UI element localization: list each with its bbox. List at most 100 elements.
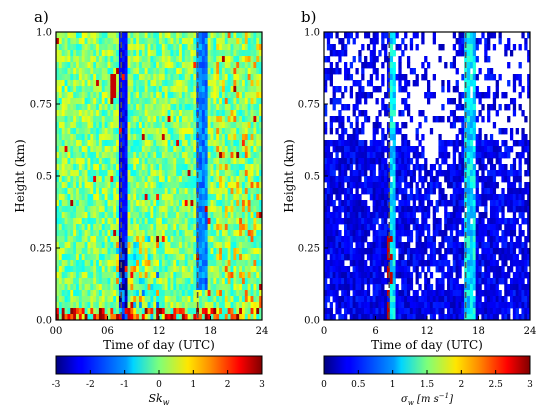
heat-cell bbox=[361, 200, 365, 207]
heat-cell bbox=[150, 50, 154, 57]
heat-cell bbox=[153, 80, 157, 87]
heat-cell bbox=[438, 308, 442, 315]
heat-cell bbox=[150, 212, 154, 219]
heat-cell bbox=[398, 56, 402, 63]
heat-cell bbox=[253, 164, 257, 171]
heat-cell bbox=[73, 308, 77, 315]
heat-cell bbox=[381, 62, 385, 69]
heat-cell bbox=[253, 170, 257, 177]
heat-cell bbox=[361, 230, 365, 237]
heat-cell bbox=[216, 32, 220, 39]
heat-cell bbox=[78, 122, 83, 129]
heat-cell bbox=[247, 122, 251, 129]
heat-cell bbox=[190, 188, 194, 195]
heat-cell bbox=[259, 266, 263, 273]
heat-cell bbox=[181, 224, 186, 231]
heat-cell bbox=[187, 38, 191, 45]
heat-cell bbox=[84, 236, 88, 243]
heat-cell bbox=[147, 104, 151, 111]
heat-cell bbox=[193, 50, 197, 57]
heat-cell bbox=[329, 290, 333, 297]
heat-cell bbox=[193, 146, 197, 153]
heat-cell bbox=[141, 104, 146, 111]
heat-cell bbox=[187, 74, 191, 81]
heat-cell bbox=[395, 170, 399, 177]
heat-cell bbox=[213, 302, 217, 309]
heat-cell bbox=[219, 164, 223, 171]
heat-cell bbox=[196, 176, 200, 183]
heat-cell bbox=[90, 110, 94, 117]
heat-cell bbox=[70, 272, 74, 279]
heat-cell bbox=[147, 194, 151, 201]
heat-cell bbox=[173, 158, 177, 165]
heat-cell bbox=[124, 152, 128, 159]
heat-cell bbox=[230, 44, 234, 51]
heat-cell bbox=[61, 32, 65, 39]
heat-cell bbox=[138, 194, 143, 201]
heat-cell bbox=[253, 38, 257, 45]
heat-cell bbox=[159, 128, 163, 135]
heat-cell bbox=[395, 290, 399, 297]
heat-cell bbox=[96, 122, 100, 129]
heat-cell bbox=[256, 68, 260, 75]
heat-cell bbox=[230, 218, 234, 225]
heat-cell bbox=[93, 74, 97, 81]
heat-cell bbox=[364, 272, 368, 279]
heat-cell bbox=[167, 92, 171, 99]
heat-cell bbox=[113, 86, 117, 93]
heat-cell bbox=[201, 194, 206, 201]
heat-cell bbox=[244, 236, 249, 243]
heat-cell bbox=[221, 92, 226, 99]
heat-cell bbox=[93, 62, 97, 69]
heat-cell bbox=[219, 152, 223, 159]
heat-cell bbox=[64, 314, 68, 321]
heat-cell bbox=[179, 104, 183, 111]
heat-cell bbox=[406, 104, 411, 111]
heat-cell bbox=[355, 98, 359, 105]
heat-cell bbox=[427, 194, 431, 201]
heat-cell bbox=[335, 248, 339, 255]
heat-cell bbox=[219, 86, 223, 93]
heat-cell bbox=[361, 248, 365, 255]
heat-cell bbox=[90, 68, 94, 75]
heat-cell bbox=[392, 182, 396, 189]
heat-cell bbox=[127, 212, 131, 219]
heat-cell bbox=[236, 194, 240, 201]
heat-cell bbox=[259, 50, 263, 57]
heat-cell bbox=[224, 74, 229, 81]
heat-cell bbox=[259, 206, 263, 213]
heat-cell bbox=[216, 248, 220, 255]
heat-cell bbox=[196, 296, 200, 303]
heat-cell bbox=[173, 32, 177, 39]
heat-cell bbox=[193, 290, 197, 297]
heat-cell bbox=[389, 80, 394, 87]
heat-cell bbox=[227, 92, 231, 99]
heat-cell bbox=[136, 314, 140, 321]
heat-cell bbox=[144, 128, 148, 135]
heat-cell bbox=[110, 236, 114, 243]
heat-cell bbox=[424, 248, 428, 255]
heat-cell bbox=[224, 284, 229, 291]
heat-cell bbox=[141, 308, 146, 315]
heat-cell bbox=[361, 62, 365, 69]
heat-cell bbox=[176, 50, 180, 57]
heat-cell bbox=[406, 200, 411, 207]
heat-cell bbox=[70, 56, 74, 63]
heat-cell bbox=[369, 38, 374, 45]
heat-cell bbox=[67, 194, 71, 201]
heat-cell bbox=[432, 188, 436, 195]
heat-cell bbox=[210, 302, 214, 309]
heat-cell bbox=[366, 242, 371, 249]
heat-cell bbox=[369, 92, 374, 99]
heat-cell bbox=[219, 140, 223, 147]
heat-cell bbox=[395, 194, 399, 201]
heat-cell bbox=[326, 296, 331, 303]
heat-cell bbox=[256, 164, 260, 171]
heat-cell bbox=[199, 314, 203, 321]
heat-cell bbox=[355, 134, 359, 141]
heat-cell bbox=[338, 146, 342, 153]
heat-cell bbox=[127, 80, 131, 87]
heat-cell bbox=[87, 32, 91, 39]
heat-cell bbox=[247, 68, 251, 75]
heat-cell bbox=[404, 170, 408, 177]
